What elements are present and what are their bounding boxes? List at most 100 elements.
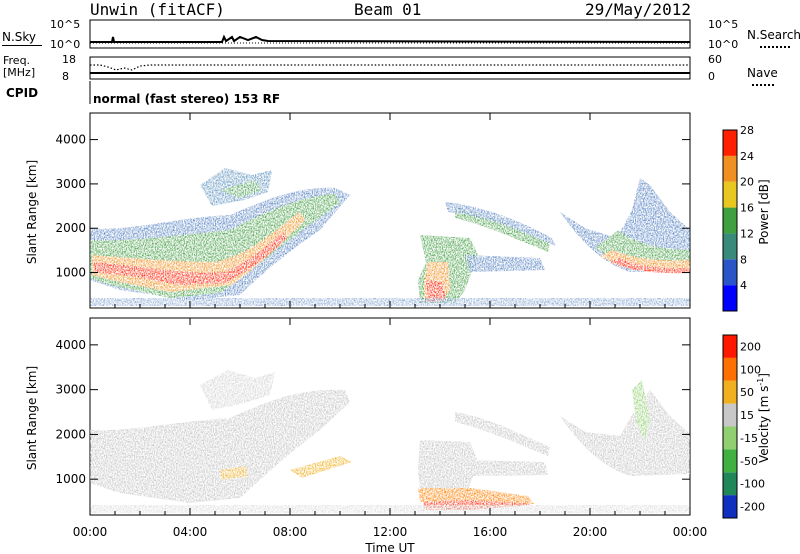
velocity-ytick-label-2: 3000 xyxy=(55,383,86,397)
power-column-noon-red xyxy=(426,280,446,302)
nsearch-legend-line xyxy=(760,46,790,48)
velocity-colorbar-swatch-3 xyxy=(723,426,737,450)
velocity-noon-orange xyxy=(418,488,534,504)
power-colorbar-tick-6: 28 xyxy=(740,124,754,137)
power-ytick-label-3: 4000 xyxy=(55,133,86,147)
power-colorbar-swatch-4 xyxy=(723,181,737,208)
power-colorbar-swatch-2 xyxy=(723,233,737,260)
velocity-colorbar-frame xyxy=(722,334,738,519)
power-colorbar-tick-1: 8 xyxy=(740,253,747,266)
power-ytick-label-0: 1000 xyxy=(55,266,86,280)
nsearch-tick-bottom: 10^0 xyxy=(708,38,739,51)
velocity-colorbar-tick-7: -200 xyxy=(740,501,765,514)
time-axis: 00:00 04:00 08:00 12:00 16:00 20:00 00:00 xyxy=(73,525,708,539)
time-tick-label-6: 00:00 xyxy=(673,525,708,539)
freq-tick-bottom: 8 xyxy=(62,70,69,83)
velocity-ytick-label-0: 1000 xyxy=(55,472,86,486)
velocity-colorbar-swatch-5 xyxy=(723,380,737,404)
nave-trace xyxy=(90,64,690,71)
freq-label: Freq. xyxy=(3,54,31,67)
power-colorbar-tick-0: 4 xyxy=(740,279,747,292)
velocity-orange-dots xyxy=(220,466,248,480)
velocity-colorbar-tick-4: -15 xyxy=(740,432,758,445)
time-tick-label-0: 00:00 xyxy=(73,525,108,539)
velocity-colorbar-swatch-0 xyxy=(723,495,737,518)
velocity-colorbar-tick-1: 100 xyxy=(740,363,761,376)
power-colorbar-tick-2: 12 xyxy=(740,227,754,240)
velocity-axes: 1000 2000 3000 4000 xyxy=(55,318,691,515)
nave-tick-top: 60 xyxy=(708,53,722,66)
velocity-colorbar-tick-2: 50 xyxy=(740,386,754,399)
freq-tick-top: 18 xyxy=(62,53,76,66)
velocity-colorbar-tick-6: -100 xyxy=(740,478,765,491)
power-diagonal-band xyxy=(455,208,550,252)
nsearch-label: N.Search xyxy=(747,28,800,42)
time-tick-label-1: 04:00 xyxy=(173,525,208,539)
velocity-scatter xyxy=(90,370,690,513)
velocity-colorbar-label-end: ] xyxy=(757,373,771,378)
velocity-colorbar-label: Velocity [m s-1] xyxy=(756,373,771,463)
velocity-colorbar-tick-5: -50 xyxy=(740,455,758,468)
power-axes: 1000 2000 3000 4000 xyxy=(55,113,691,308)
power-patch-upper-green xyxy=(220,180,262,198)
date-title: 29/May/2012 xyxy=(585,0,691,19)
power-colorbar-tick-3: 16 xyxy=(740,202,754,215)
time-tick-label-2: 08:00 xyxy=(273,525,308,539)
velocity-colorbar: 200 100 50 15 -15 -50 -100 -200 xyxy=(722,334,765,519)
velocity-colorbar-swatch-6 xyxy=(723,357,737,381)
power-colorbar-frame xyxy=(722,129,738,312)
power-band-red xyxy=(94,232,287,285)
velocity-colorbar-swatch-4 xyxy=(723,403,737,427)
velocity-colorbar-label-exp: -1 xyxy=(756,378,765,386)
power-mid-patch xyxy=(465,255,545,272)
time-tick-label-3: 12:00 xyxy=(373,525,408,539)
velocity-dusk-grey xyxy=(560,390,690,476)
velocity-main-grey xyxy=(90,389,350,503)
power-dusk-red xyxy=(610,258,690,274)
power-colorbar-tick-4: 20 xyxy=(740,176,754,189)
velocity-ytick-label-3: 4000 xyxy=(55,338,86,352)
velocity-orange-streak xyxy=(290,456,352,478)
velocity-ytick-label-1: 2000 xyxy=(55,427,86,441)
nave-legend-line xyxy=(752,84,774,86)
beam-title: Beam 01 xyxy=(354,0,422,19)
nave-label: Nave xyxy=(747,66,778,80)
nsky-tick-bottom: 10^0 xyxy=(50,38,81,51)
power-scatter xyxy=(90,168,690,306)
cpid-label: CPID xyxy=(6,86,39,100)
velocity-colorbar-tick-0: 200 xyxy=(740,340,761,353)
time-axis-label: Time UT xyxy=(364,541,415,554)
velocity-mid-grey xyxy=(465,460,548,476)
power-colorbar-swatch-3 xyxy=(723,207,737,234)
power-colorbar-tick-5: 24 xyxy=(740,150,754,163)
cpid-text: normal (fast stereo) 153 RF xyxy=(93,92,281,106)
nsky-trace xyxy=(90,34,691,43)
velocity-dusk-green xyxy=(632,380,650,440)
velocity-noon-grey xyxy=(418,440,478,492)
power-ylabel: Slant Range [km] xyxy=(25,160,39,264)
freq-unit-label: [MHz] xyxy=(3,66,36,79)
freq-panel-frame xyxy=(89,56,691,80)
velocity-upper-grey xyxy=(200,370,275,410)
velocity-colorbar-swatch-2 xyxy=(723,449,737,473)
power-colorbar-swatch-0 xyxy=(723,285,737,311)
velocity-colorbar-tick-3: 15 xyxy=(740,409,754,422)
velocity-diagonal-grey xyxy=(455,412,550,456)
velocity-colorbar-swatch-1 xyxy=(723,472,737,496)
power-colorbar-swatch-1 xyxy=(723,259,737,286)
power-diagonal-band-blue xyxy=(445,202,556,246)
power-ytick-label-1: 2000 xyxy=(55,221,86,235)
power-colorbar: 4 8 12 16 20 24 28 xyxy=(722,124,754,312)
nsky-panel-frame xyxy=(89,19,691,49)
station-title: Unwin (fitACF) xyxy=(90,0,225,19)
power-colorbar-swatch-5 xyxy=(723,155,737,182)
velocity-ylabel: Slant Range [km] xyxy=(25,366,39,470)
nsky-tick-top: 10^5 xyxy=(50,18,81,31)
power-colorbar-swatch-6 xyxy=(723,130,737,156)
nave-tick-bottom: 0 xyxy=(708,70,715,83)
time-tick-label-4: 16:00 xyxy=(473,525,508,539)
time-tick-label-5: 20:00 xyxy=(573,525,608,539)
velocity-colorbar-label-main: Velocity [m s xyxy=(757,386,771,463)
nsky-label: N.Sky xyxy=(2,30,37,44)
